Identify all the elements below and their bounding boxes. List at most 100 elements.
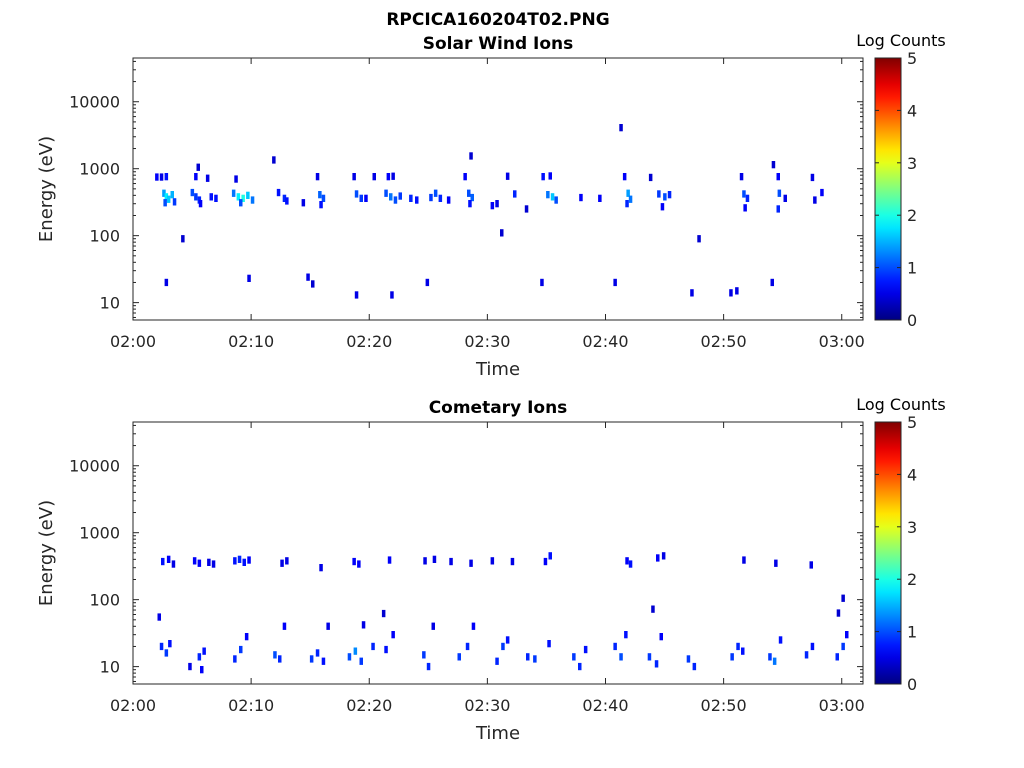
- data-cell: [239, 199, 243, 207]
- data-cell: [214, 194, 218, 202]
- data-cell: [835, 653, 839, 661]
- figure-title: RPCICA160204T02.PNG: [386, 10, 609, 30]
- x-tick-label: 02:30: [464, 696, 510, 715]
- data-cell: [207, 558, 211, 566]
- data-cell: [578, 662, 582, 671]
- data-cell: [431, 622, 435, 630]
- data-cell: [465, 642, 470, 651]
- data-cell: [426, 662, 431, 671]
- data-cell: [774, 559, 778, 567]
- data-cell: [468, 200, 472, 208]
- data-cell: [155, 173, 159, 181]
- data-cell: [510, 557, 515, 566]
- data-cell: [315, 649, 320, 657]
- data-cell: [371, 642, 375, 651]
- data-cell: [159, 642, 164, 651]
- y-tick-label: 1000: [79, 524, 120, 543]
- colorbar-label: Log Counts: [856, 395, 946, 414]
- data-cell: [550, 193, 555, 201]
- data-cell: [315, 173, 320, 181]
- data-cell: [202, 647, 206, 655]
- data-cell: [809, 561, 813, 569]
- data-cell: [196, 163, 200, 171]
- data-cell: [247, 274, 251, 282]
- y-tick-label: 100: [89, 227, 120, 246]
- data-cell: [742, 556, 746, 564]
- data-cell: [398, 192, 402, 200]
- data-cell: [168, 640, 172, 648]
- data-cell: [467, 189, 471, 197]
- data-cell: [164, 649, 169, 657]
- data-cell: [386, 173, 391, 181]
- data-cell: [359, 194, 363, 202]
- data-cell: [311, 280, 315, 288]
- data-cell: [457, 653, 461, 661]
- data-cell: [663, 193, 667, 201]
- data-cell: [810, 173, 815, 182]
- x-tick-label: 02:50: [701, 332, 747, 351]
- data-cell: [651, 605, 655, 613]
- data-cell: [326, 622, 330, 630]
- data-cell: [233, 655, 237, 663]
- data-cell: [841, 594, 845, 602]
- data-cell: [463, 173, 467, 181]
- x-tick-label: 02:10: [228, 332, 274, 351]
- data-cell: [446, 196, 451, 204]
- data-cell: [628, 195, 633, 203]
- data-cell: [231, 189, 236, 197]
- data-cell: [409, 194, 413, 202]
- data-cell: [166, 195, 171, 203]
- data-cell: [745, 194, 750, 202]
- data-cell: [205, 174, 210, 182]
- data-cell: [624, 631, 628, 639]
- data-cells: [155, 124, 824, 299]
- y-tick-label: 10: [100, 658, 120, 677]
- data-cell: [625, 200, 629, 208]
- data-cell: [384, 645, 388, 654]
- data-cell: [237, 555, 242, 563]
- x-tick-label: 02:40: [582, 696, 628, 715]
- colorbar-tick-label: 1: [907, 259, 917, 278]
- x-tick-label: 02:00: [110, 332, 156, 351]
- data-cell: [692, 662, 697, 671]
- data-cell: [661, 552, 666, 560]
- data-cell: [647, 653, 652, 661]
- data-cell: [804, 651, 809, 659]
- colorbar-label: Log Counts: [856, 31, 946, 50]
- y-tick-label: 10000: [69, 457, 120, 476]
- data-cell: [730, 653, 734, 661]
- data-cell: [354, 190, 359, 198]
- data-cell: [736, 642, 740, 651]
- data-cell: [164, 193, 169, 201]
- y-tick-label: 100: [89, 591, 120, 610]
- data-cell: [648, 173, 653, 182]
- panel-title: Cometary Ions: [429, 398, 568, 418]
- data-cell: [318, 191, 322, 199]
- x-tick-label: 02:30: [464, 332, 510, 351]
- data-cell: [280, 559, 284, 567]
- data-cell: [513, 190, 517, 198]
- data-cell: [162, 189, 166, 197]
- data-cell: [181, 235, 185, 243]
- data-cell: [771, 161, 776, 169]
- data-cell: [548, 552, 552, 560]
- data-cell: [234, 175, 238, 183]
- data-cell: [357, 560, 361, 568]
- data-cell: [278, 655, 282, 663]
- data-cell: [352, 557, 356, 566]
- data-cell: [233, 557, 237, 565]
- data-cell: [306, 273, 310, 281]
- data-cell: [845, 631, 849, 639]
- data-cell: [164, 173, 169, 181]
- data-cell: [190, 188, 195, 197]
- data-cell: [241, 194, 245, 202]
- data-cell: [554, 196, 558, 204]
- data-cell: [776, 173, 780, 181]
- y-tick-label: 10: [100, 294, 120, 313]
- data-cell: [209, 193, 213, 201]
- data-cell: [384, 189, 388, 197]
- data-cell: [772, 657, 777, 665]
- data-cell: [495, 200, 499, 208]
- data-cell: [768, 653, 772, 661]
- data-cell: [613, 278, 617, 287]
